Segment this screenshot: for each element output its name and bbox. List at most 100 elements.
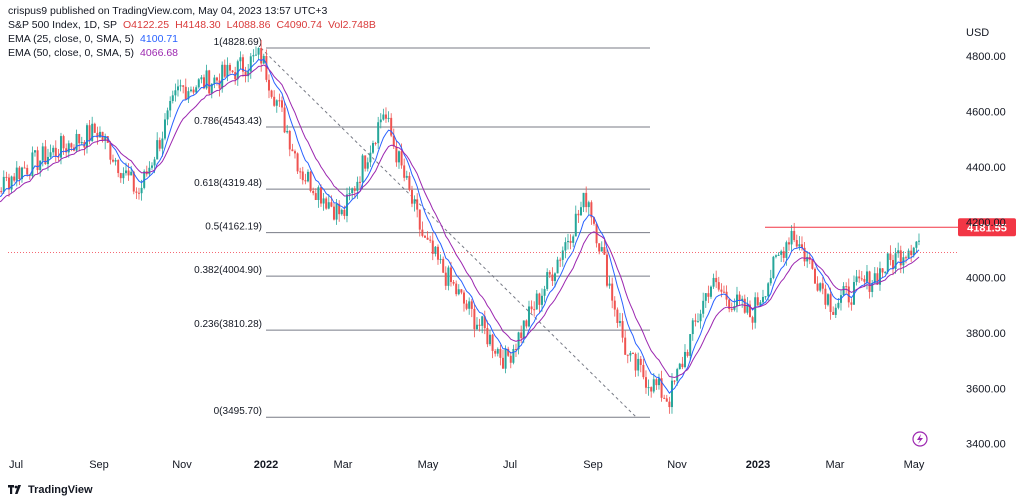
publish-info: crispus9 published on TradingView.com, M…	[8, 5, 328, 17]
candle-body	[663, 397, 666, 399]
fib-level-label: 0.786(4543.43)	[194, 116, 262, 127]
candle-body	[369, 152, 372, 163]
fib-level-label: 0(3495.70)	[214, 406, 262, 417]
candle-body	[249, 56, 252, 72]
candle-body	[236, 61, 239, 80]
candle-body	[551, 274, 554, 281]
candle-body	[314, 193, 317, 201]
candle-body	[715, 277, 718, 283]
candle-body	[478, 324, 481, 326]
candle-body	[507, 348, 510, 356]
candle-body	[239, 57, 242, 62]
ema25-label[interactable]: EMA (25, close, 0, SMA, 5)	[8, 33, 135, 45]
candle-body	[559, 259, 562, 261]
candle-body	[871, 282, 874, 292]
candle-body	[353, 188, 356, 191]
candle-body	[7, 177, 10, 190]
candle-body	[15, 167, 18, 181]
candle-body	[691, 320, 694, 335]
candle-body	[876, 273, 879, 285]
candle-body	[881, 268, 884, 273]
candle-body	[813, 268, 816, 284]
candle-body	[668, 401, 671, 408]
candle-body	[247, 71, 250, 77]
candle-body	[280, 100, 283, 108]
x-tick-label: Jul	[503, 459, 517, 471]
candle-body	[491, 334, 494, 351]
candle-body	[603, 247, 606, 255]
candle-body	[267, 79, 270, 91]
candle-body	[769, 277, 772, 284]
candle-body	[624, 337, 627, 355]
candle-body	[455, 283, 458, 295]
ema50-label[interactable]: EMA (50, close, 0, SMA, 5)	[8, 47, 135, 59]
candle-body	[795, 240, 798, 247]
candle-body	[598, 243, 601, 252]
candle-body	[707, 293, 710, 297]
candle-body	[70, 143, 73, 148]
candle-body	[824, 288, 827, 305]
x-tick-label: Nov	[172, 459, 192, 471]
candle-body	[917, 240, 920, 242]
candle-body	[652, 379, 655, 392]
candle-body	[54, 147, 57, 157]
candle-body	[704, 293, 707, 301]
candle-body	[543, 289, 546, 296]
candle-body	[514, 349, 517, 351]
x-tick-label: 2022	[254, 459, 278, 471]
candle-body	[270, 90, 273, 97]
candle-body	[834, 307, 837, 315]
candle-body	[348, 193, 351, 195]
candle-body	[449, 267, 452, 282]
candle-body	[403, 165, 406, 178]
candle-body	[343, 209, 346, 216]
chart-header: crispus9 published on TradingView.com, M…	[8, 4, 376, 60]
candle-body	[566, 240, 569, 243]
candle-body	[184, 86, 187, 100]
candle-body	[577, 213, 580, 216]
candle-body	[837, 302, 840, 308]
candle-body	[803, 247, 806, 262]
candle-body	[161, 138, 164, 149]
fib-level-label: 0.236(3810.28)	[194, 319, 262, 330]
candle-body	[130, 171, 133, 176]
close-value: C4090.74	[276, 19, 322, 31]
candle-body	[488, 334, 491, 345]
lightning-icon[interactable]	[912, 431, 928, 447]
candle-body	[213, 77, 216, 84]
candle-body	[473, 308, 476, 330]
candle-body	[590, 202, 593, 218]
candle-body	[137, 192, 140, 194]
candle-body	[169, 100, 172, 111]
symbol-title[interactable]: S&P 500 Index, 1D, SP	[8, 19, 117, 31]
candle-body	[657, 378, 660, 386]
candle-body	[891, 259, 894, 269]
candle-body	[897, 250, 900, 254]
candle-body	[78, 133, 81, 144]
candle-body	[730, 309, 733, 311]
candle-body	[522, 320, 525, 339]
candle-body	[158, 140, 161, 149]
candle-body	[665, 398, 668, 402]
candle-body	[738, 294, 741, 301]
candle-body	[821, 283, 824, 289]
candle-body	[254, 54, 257, 56]
y-tick-label: 3800.00	[966, 328, 1006, 340]
candle-body	[774, 255, 777, 257]
candle-body	[683, 351, 686, 368]
candle-body	[179, 85, 182, 87]
candle-body	[699, 313, 702, 322]
candle-body	[873, 273, 876, 283]
y-tick-label: 3600.00	[966, 383, 1006, 395]
candle-body	[273, 96, 276, 106]
candle-body	[702, 300, 705, 314]
ema50-line	[0, 64, 920, 379]
candle-body	[899, 250, 902, 266]
candle-body	[816, 283, 819, 291]
candle-body	[556, 259, 559, 274]
candle-body	[49, 152, 52, 157]
x-tick-label: May	[418, 459, 439, 471]
candle-body	[436, 246, 439, 260]
candle-body	[351, 188, 354, 194]
